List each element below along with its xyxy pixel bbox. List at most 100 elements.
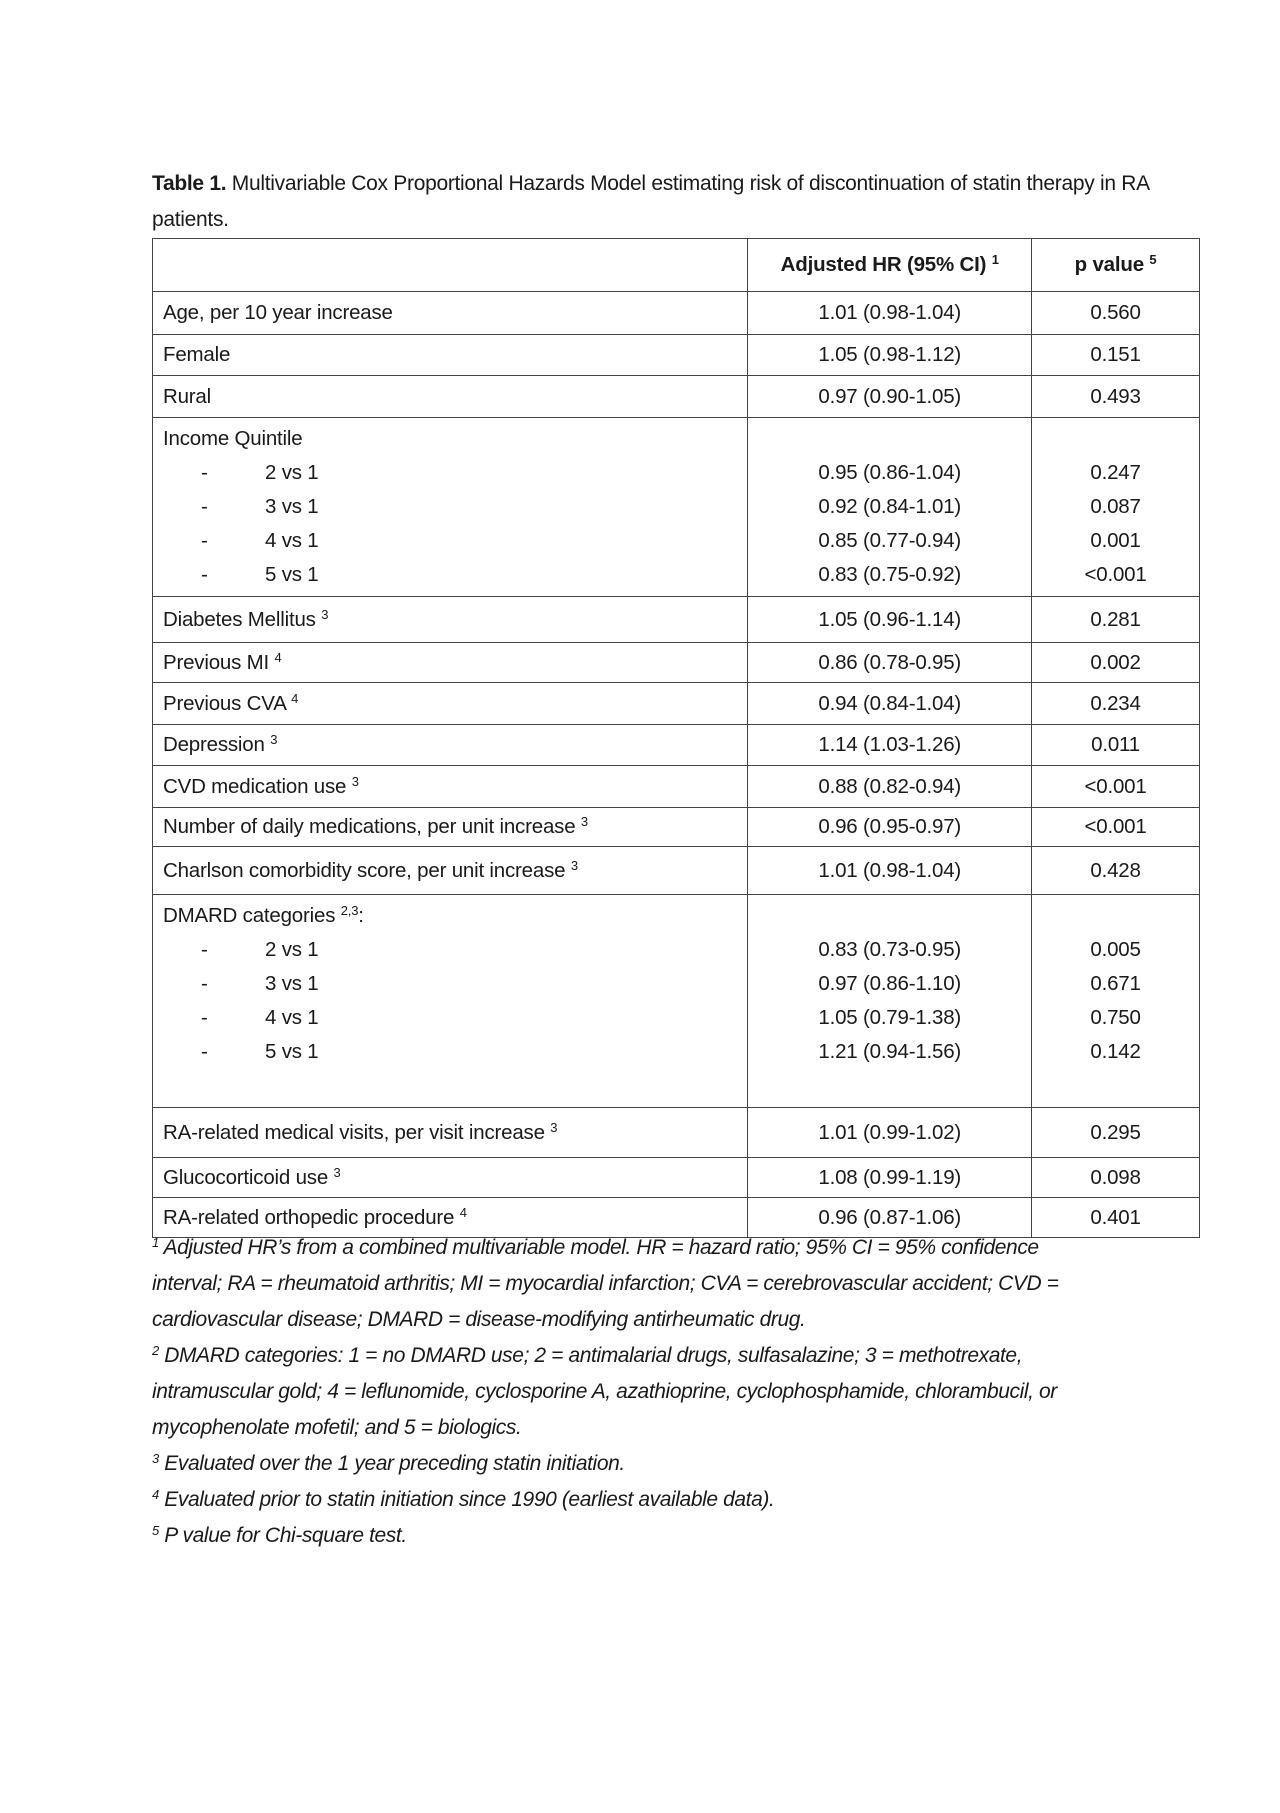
p-value: 0.247 [1090,461,1141,484]
footnote-text: Adjusted HR’s from a combined multivaria… [152,1236,1059,1331]
hr-value: 0.85 (0.77-0.94) [818,529,962,552]
p-value: <0.001 [1031,765,1200,808]
p-value: 0.295 [1031,1107,1200,1158]
row-label-text: Charlson comorbidity score, per unit inc… [163,858,566,882]
p-value-text: 0.011 [1091,733,1140,756]
hr-value: 0.95 (0.86-1.04) [818,461,962,484]
hr-value: 0.86 (0.78-0.95) [747,642,1033,683]
table-row: RA-related orthopedic procedure 4 0.96 (0… [151,1197,1200,1238]
subrow-label: 4 vs 1 [265,529,319,552]
table-title: Multivariable Cox Proportional Hazards M… [152,172,1149,231]
p-value: 0.750 [1090,1006,1141,1029]
hr-value-text: 1.01 (0.99-1.02) [818,1120,962,1144]
p-value-text: <0.001 [1084,815,1147,838]
p-value-text: 0.281 [1090,607,1141,631]
footnote-ref: 2,3 [340,903,359,918]
row-label: Charlson comorbidity score, per unit inc… [151,846,749,895]
table-row: Charlson comorbidity score, per unit inc… [151,846,1200,895]
group-label: Income Quintile [163,427,303,450]
row-label-text: Depression [163,733,265,756]
footnote-ref: 5 [1149,252,1157,267]
hr-value: 0.83 (0.75-0.92) [818,563,962,586]
p-value-text: 0.295 [1090,1120,1141,1144]
subrow-label: 4 vs 1 [265,1006,319,1029]
hr-value-text: 1.05 (0.98-1.12) [818,343,962,366]
p-value: <0.001 [1031,807,1200,847]
hr-value: 0.94 (0.84-1.04) [747,682,1033,725]
row-label-text: RA-related medical visits, per visit inc… [163,1120,545,1144]
footnote-text: P value for Chi-square test. [164,1524,407,1547]
row-label: Depression 3 [151,724,749,766]
hr-value-text: 0.97 (0.90-1.05) [818,384,962,408]
hr-value-text: 1.01 (0.98-1.04) [818,301,962,324]
p-value-text: 0.560 [1090,301,1141,324]
p-value: 0.142 [1090,1040,1141,1063]
results-table: Adjusted HR (95% CI) 1 p value 5 Age, per … [151,238,1200,1238]
hr-value: 0.92 (0.84-1.01) [818,495,962,518]
row-label: Income Quintile -2 vs 1-3 vs 1-4 vs 1-5 v… [151,417,749,597]
footnote: 4 Evaluated prior to statin initiation s… [152,1482,1112,1518]
footnote-ref: 1 [991,252,999,267]
footnote: 5 P value for Chi-square test. [152,1518,1112,1554]
row-label: Glucocorticoid use 3 [151,1157,749,1198]
p-value-text: 0.428 [1090,858,1141,882]
p-value: 0.428 [1031,846,1200,895]
footnote-mark: 5 [152,1523,159,1538]
column-header [151,238,749,292]
table-row: Depression 3 1.14 (1.03-1.26) 0.011 [151,724,1200,766]
table-row: Income Quintile -2 vs 1-3 vs 1-4 vs 1-5 v… [151,417,1200,597]
p-value: 0.671 [1090,972,1141,995]
row-label-text: RA-related orthopedic procedure [163,1205,455,1229]
column-header-text: Adjusted HR (95% CI) [780,253,987,276]
p-value: 0.493 [1031,375,1200,418]
p-cell: 0.247 0.087 0.001 <0.001 [1031,417,1200,597]
subrow-label: 5 vs 1 [265,563,319,586]
hr-value-text: 0.96 (0.87-1.06) [818,1205,962,1229]
p-value: 0.401 [1031,1197,1200,1238]
header-row: Adjusted HR (95% CI) 1 p value 5 [151,238,1200,292]
hr-value-text: 0.88 (0.82-0.94) [818,774,962,798]
footnote: 3 Evaluated over the 1 year preceding st… [152,1446,1112,1482]
table-row: Previous MI 4 0.86 (0.78-0.95) 0.002 [151,642,1200,683]
hr-value-text: 0.94 (0.84-1.04) [818,691,962,715]
row-label: Age, per 10 year increase [151,291,749,335]
hr-value-text: 0.86 (0.78-0.95) [818,650,962,674]
row-label: Number of daily medications, per unit in… [151,807,749,847]
p-value: 0.087 [1090,495,1141,518]
table-row: Number of daily medications, per unit in… [151,807,1200,847]
hr-value: 0.88 (0.82-0.94) [747,765,1033,808]
p-value: 0.234 [1031,682,1200,725]
table-number: Table 1. [152,172,227,195]
p-value-text: 0.234 [1090,691,1141,715]
footnote-ref: 3 [580,814,588,829]
footnote-text: DMARD categories: 1 = no DMARD use; 2 = … [152,1344,1057,1439]
p-value: 0.098 [1031,1157,1200,1198]
row-label-text: Diabetes Mellitus [163,607,316,631]
hr-value: 1.01 (0.99-1.02) [747,1107,1033,1158]
row-label: Previous CVA 4 [151,682,749,725]
footnote-mark: 3 [152,1451,159,1466]
hr-value-text: 0.96 (0.95-0.97) [818,815,962,838]
column-header-text: p value [1074,253,1144,276]
hr-value: 1.05 (0.96-1.14) [747,596,1033,643]
table-row: Glucocorticoid use 3 1.08 (0.99-1.19) 0.09… [151,1157,1200,1198]
footnote-mark: 4 [152,1487,159,1502]
row-label-text: Previous MI [163,650,270,674]
footnote-ref: 4 [274,649,282,665]
p-value: 0.002 [1031,642,1200,683]
row-label-text: Rural [163,384,211,408]
hr-value: 0.97 (0.86-1.10) [818,972,962,995]
row-label: Previous MI 4 [151,642,749,683]
hr-value: 1.01 (0.98-1.04) [747,846,1033,895]
footnote: 2 DMARD categories: 1 = no DMARD use; 2 … [152,1338,1112,1446]
hr-value: 0.97 (0.90-1.05) [747,375,1033,418]
row-label-text: Number of daily medications, per unit in… [163,815,576,838]
row-label-text: Age, per 10 year increase [163,301,393,324]
hr-value-text: 1.14 (1.03-1.26) [818,733,962,756]
row-label: Female [151,334,749,376]
footnote-ref: 3 [333,1164,341,1180]
footnotes: 1 Adjusted HR’s from a combined multivar… [152,1230,1112,1554]
row-label-text: Glucocorticoid use [163,1165,329,1189]
column-header: p value 5 [1031,238,1200,292]
subrow-label: 3 vs 1 [265,495,319,518]
